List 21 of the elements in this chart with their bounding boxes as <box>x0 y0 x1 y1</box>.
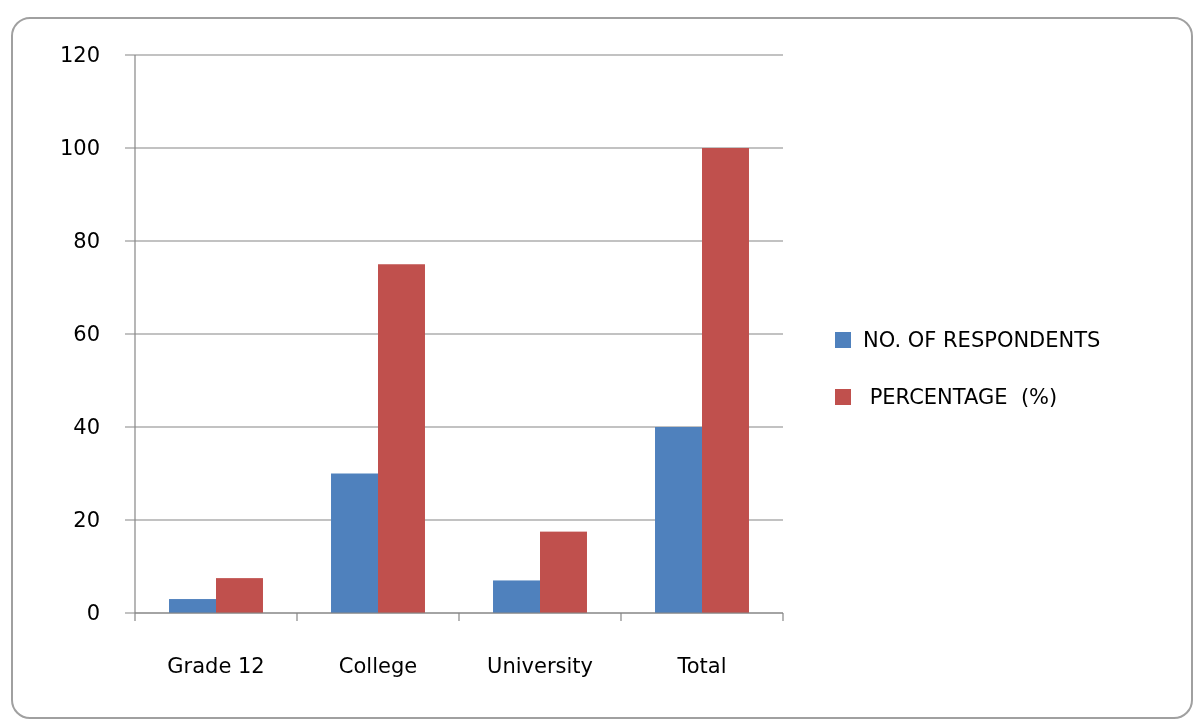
y-tick-label: 80 <box>73 229 100 253</box>
bar <box>540 531 587 613</box>
y-tick-label: 120 <box>59 43 100 67</box>
y-tick-label: 40 <box>73 415 100 439</box>
bar <box>702 148 749 613</box>
y-tick-label: 60 <box>73 322 100 346</box>
legend-label: NO. OF RESPONDENTS <box>863 328 1101 352</box>
bar <box>493 580 540 613</box>
bar <box>378 264 425 613</box>
x-tick-label: Total <box>676 654 727 678</box>
bar <box>169 599 216 613</box>
x-tick-label: Grade 12 <box>167 654 265 678</box>
x-tick-label: College <box>338 654 418 678</box>
y-tick-label: 0 <box>86 601 100 625</box>
bar <box>655 427 702 613</box>
legend-label: PERCENTAGE (%) <box>863 385 1058 409</box>
y-tick-label: 100 <box>59 136 100 160</box>
x-tick-label: University <box>487 654 593 678</box>
bar <box>216 578 263 613</box>
bar <box>331 473 378 613</box>
y-tick-label: 20 <box>73 508 100 532</box>
